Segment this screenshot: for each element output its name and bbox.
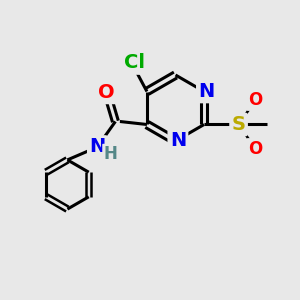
Text: N: N (89, 137, 106, 157)
Text: H: H (103, 145, 117, 163)
Text: N: N (198, 82, 214, 101)
Text: O: O (98, 83, 115, 102)
Text: N: N (170, 131, 186, 151)
Text: O: O (248, 91, 262, 109)
Text: S: S (232, 115, 246, 134)
Text: Cl: Cl (124, 53, 146, 73)
Text: O: O (248, 140, 262, 158)
